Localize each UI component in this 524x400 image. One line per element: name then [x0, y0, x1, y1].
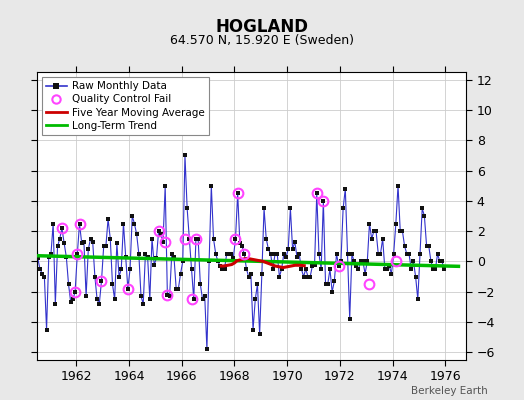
Legend: Raw Monthly Data, Quality Control Fail, Five Year Moving Average, Long-Term Tren: Raw Monthly Data, Quality Control Fail, …: [42, 77, 209, 135]
Text: Berkeley Earth: Berkeley Earth: [411, 386, 487, 396]
Text: 64.570 N, 15.920 E (Sweden): 64.570 N, 15.920 E (Sweden): [170, 34, 354, 47]
Text: HOGLAND: HOGLAND: [215, 18, 309, 36]
